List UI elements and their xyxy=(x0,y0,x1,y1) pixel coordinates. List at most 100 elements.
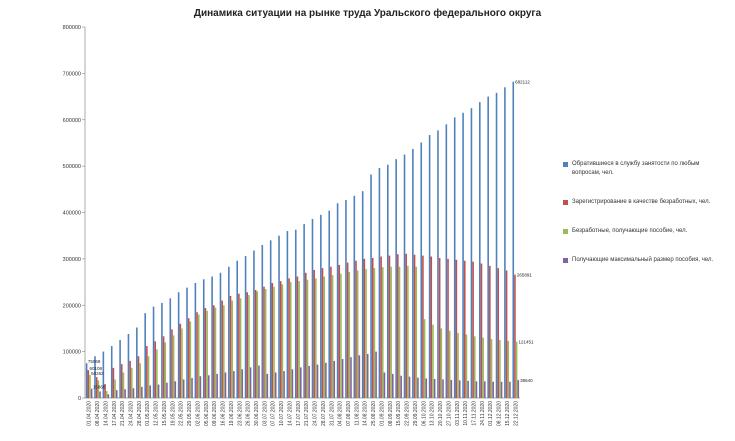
bar-3-15.09.2020 xyxy=(398,266,401,398)
bar-3-15.12.2020 xyxy=(507,340,510,398)
bar-3-25.08.2020 xyxy=(373,268,376,398)
bar-4-24.04.2020 xyxy=(132,388,135,398)
x-tick-label: 01.04.2020 xyxy=(87,401,93,426)
y-tick-label: 200000 xyxy=(63,303,81,309)
bar-2-17.04.2020 xyxy=(112,367,115,398)
bar-1-20.10.2020 xyxy=(437,130,439,398)
bar-2-20.10.2020 xyxy=(438,257,441,398)
x-tick-label: 08.09.2020 xyxy=(388,401,394,426)
bar-4-01.12.2020 xyxy=(492,381,494,398)
bar-1-01.09.2020 xyxy=(378,167,381,398)
x-tick-label: 03.11.2020 xyxy=(455,401,461,426)
x-tick-label: 19.05.2020 xyxy=(170,401,176,426)
bar-2-22.09.2020 xyxy=(405,253,407,398)
bar-4-14.04.2020 xyxy=(107,394,110,398)
bar-4-22.09.2020 xyxy=(408,376,411,398)
legend-item-2: Зарегистрирование в качестве безработных… xyxy=(563,198,723,207)
bar-2-14.08.2020 xyxy=(363,258,366,398)
x-tick-label: 30.06.2020 xyxy=(254,401,260,426)
legend-swatch xyxy=(563,200,568,205)
bar-1-17.11.2020 xyxy=(470,108,473,398)
bar-1-24.07.2020 xyxy=(311,218,314,398)
bar-2-27.10.2020 xyxy=(447,258,449,398)
x-tick-label: 19.06.2020 xyxy=(229,401,235,426)
x-tick-label: 23.06.2020 xyxy=(237,401,243,426)
bar-4-09.06.2020 xyxy=(216,373,218,398)
bar-1-08.09.2020 xyxy=(386,164,389,398)
bar-4-13.10.2020 xyxy=(433,378,436,398)
bar-3-03.11.2020 xyxy=(457,333,459,398)
legend-label: Зарегистрирование в качестве безработных… xyxy=(572,199,711,205)
bar-3-12.05.2020 xyxy=(156,349,158,398)
bar-1-19.06.2020 xyxy=(228,266,230,398)
bar-2-09.06.2020 xyxy=(212,305,215,398)
bar-1-10.07.2020 xyxy=(278,235,280,398)
bar-1-04.08.2020 xyxy=(336,203,339,398)
x-tick-label: 14.07.2020 xyxy=(287,401,293,426)
x-tick-label: 24.11.2020 xyxy=(480,401,486,426)
bar-2-17.07.2020 xyxy=(296,276,299,398)
bar-2-24.07.2020 xyxy=(313,270,315,398)
bar-3-29.09.2020 xyxy=(415,266,418,398)
bar-3-26.06.2020 xyxy=(248,295,250,398)
x-tick-label: 12.05.2020 xyxy=(154,401,160,426)
chart-legend: Обратившиеся в службу занятости по любым… xyxy=(563,160,723,285)
bar-2-21.04.2020 xyxy=(120,364,123,398)
bar-3-31.07.2020 xyxy=(331,275,334,398)
bar-4-10.07.2020 xyxy=(283,371,285,398)
bar-1-23.06.2020 xyxy=(236,260,239,398)
bar-3-09.06.2020 xyxy=(214,307,217,398)
bar-1-02.06.2020 xyxy=(194,282,197,398)
bar-3-20.10.2020 xyxy=(440,328,443,398)
bar-2-01.12.2020 xyxy=(489,265,491,398)
bar-1-24.04.2020 xyxy=(127,334,130,398)
bar-3-13.10.2020 xyxy=(432,324,434,398)
x-tick-label: 20.10.2020 xyxy=(438,401,444,426)
bar-4-16.06.2020 xyxy=(224,372,227,398)
bar-2-08.12.2020 xyxy=(497,268,500,398)
bar-1-14.04.2020 xyxy=(102,351,105,398)
bar-2-03.11.2020 xyxy=(455,259,458,398)
bar-2-04.08.2020 xyxy=(338,264,341,398)
bar-2-28.07.2020 xyxy=(321,268,324,398)
bar-2-15.09.2020 xyxy=(397,254,399,398)
x-tick-label: 04.08.2020 xyxy=(338,401,344,426)
bar-3-24.11.2020 xyxy=(482,337,484,398)
legend-swatch xyxy=(563,229,568,234)
bar-3-14.04.2020 xyxy=(105,391,108,398)
bar-2-01.04.2020 xyxy=(87,370,90,398)
legend-label: Обратившиеся в службу занятости по любым… xyxy=(572,161,700,176)
x-tick-label: 27.10.2020 xyxy=(446,401,452,426)
bar-4-19.05.2020 xyxy=(174,381,177,398)
x-tick-label: 13.10.2020 xyxy=(430,401,436,426)
legend-label: Получающие максимальный размер пособия, … xyxy=(572,257,714,263)
y-tick-label: 400000 xyxy=(63,211,81,217)
bar-2-22.05.2020 xyxy=(179,323,182,398)
bar-4-29.09.2020 xyxy=(417,377,419,398)
x-tick-label: 17.04.2020 xyxy=(112,401,118,426)
bar-4-21.07.2020 xyxy=(308,366,310,398)
bar-4-31.07.2020 xyxy=(333,360,336,398)
bar-1-21.07.2020 xyxy=(303,224,305,398)
bar-4-17.04.2020 xyxy=(115,390,118,398)
x-tick-label: 22.05.2020 xyxy=(179,401,185,426)
x-tick-label: 01.09.2020 xyxy=(379,401,385,426)
x-tick-label: 24.04.2020 xyxy=(129,401,135,426)
bar-1-25.08.2020 xyxy=(370,174,372,398)
y-tick-label: 100000 xyxy=(63,350,81,356)
bar-1-27.10.2020 xyxy=(445,124,448,398)
bar-3-16.06.2020 xyxy=(223,305,225,398)
bar-4-15.12.2020 xyxy=(509,381,511,398)
bar-4-15.05.2020 xyxy=(166,382,168,398)
bar-2-14.07.2020 xyxy=(288,278,290,398)
x-tick-label: 17.11.2020 xyxy=(471,401,477,426)
data-label: 75069 xyxy=(88,359,101,364)
bar-3-21.07.2020 xyxy=(306,279,309,398)
bar-4-03.11.2020 xyxy=(458,380,461,398)
bar-1-13.10.2020 xyxy=(428,135,431,398)
y-tick-label: 300000 xyxy=(63,257,81,263)
bar-4-14.08.2020 xyxy=(366,353,369,398)
bar-3-01.05.2020 xyxy=(147,356,150,398)
bar-2-12.05.2020 xyxy=(154,341,157,398)
